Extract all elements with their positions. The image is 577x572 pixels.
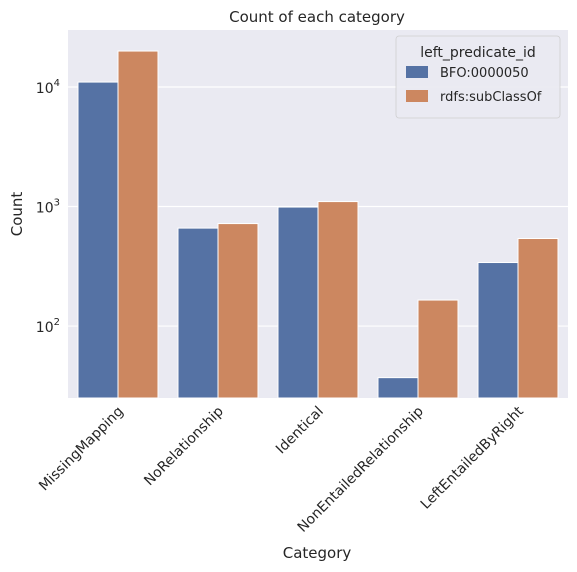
bar-Identical-bfo [277,206,319,399]
legend-label-bfo: BFO:0000050 [440,66,529,81]
x-tick-label: LeftEntailedByRight [418,403,527,512]
legend-label-subclassof: rdfs:subClassOf [440,90,542,105]
y-tick-label: 102 [36,317,60,336]
legend-swatch-subclassof [406,90,428,102]
y-tick-label: 104 [36,78,60,97]
bars [77,50,559,399]
legend-title: left_predicate_id [420,45,536,61]
bar-LeftEntailedByRight-subclassof [517,238,559,399]
bar-MissingMapping-subclassof [117,50,159,399]
bar-Identical-subclassof [317,201,359,399]
x-axis-label: Category [283,544,352,562]
bar-NonEntailedRelationship-subclassof [417,299,459,399]
x-tick-label: MissingMapping [36,404,127,495]
y-tick-label: 103 [36,198,60,217]
bar-LeftEntailedByRight-bfo [477,262,519,399]
legend: left_predicate_id BFO:0000050 rdfs:subCl… [395,35,561,119]
x-axis-ticks: MissingMapping NoRelationship IdenticalNon… [36,403,527,536]
y-axis-label: Count [8,192,26,237]
x-tick-label: NoRelationship [141,403,227,489]
bar-MissingMapping-bfo [77,81,119,399]
x-tick-label: Identical [273,404,327,458]
bar-NonEntailedRelationship-bfo [377,377,419,399]
legend-swatch-bfo [406,66,428,78]
chart-title: Count of each category [229,8,405,26]
bar-NoRelationship-bfo [177,227,219,399]
bar-NoRelationship-subclassof [217,223,259,399]
y-axis-ticks: 102 103 104 [36,78,60,336]
legend-box [395,35,561,119]
